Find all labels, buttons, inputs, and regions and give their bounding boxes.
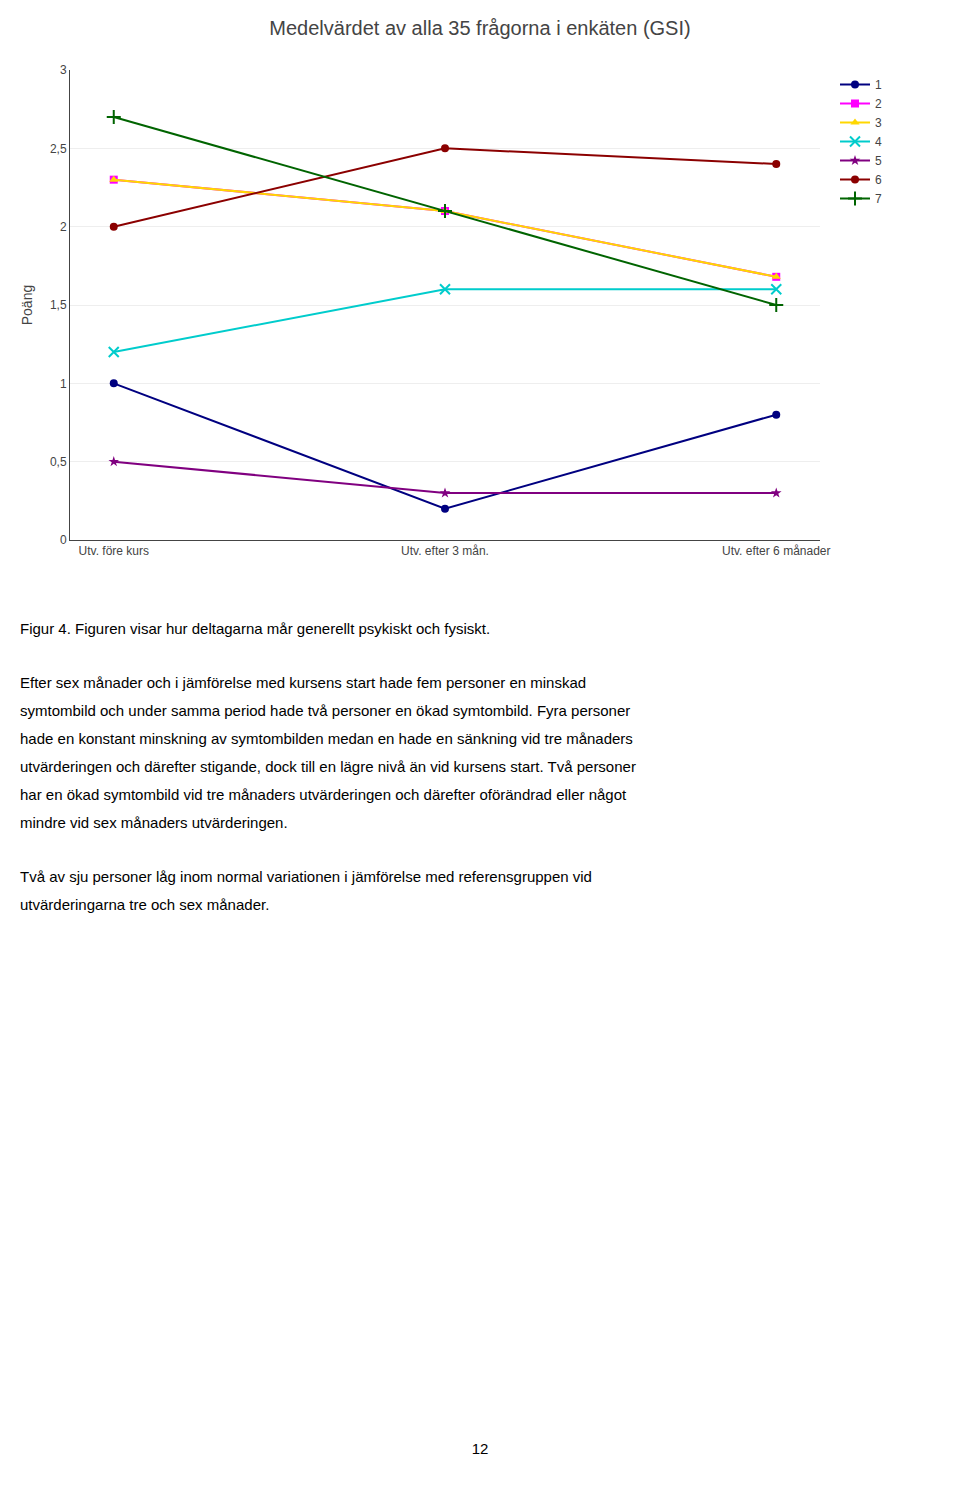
- svg-text:Utv. efter 3 mån.: Utv. efter 3 mån.: [401, 544, 489, 558]
- svg-text:2,5: 2,5: [50, 142, 67, 156]
- svg-text:3: 3: [60, 63, 67, 77]
- html-text:mindre vid sex månaders utvärd: mindre vid sex månaders utvärderingen.: [20, 814, 288, 831]
- html-text:utvärderingarna tre och sex må: utvärderingarna tre och sex månader.: [20, 896, 270, 913]
- html-text:utvärderingen och därefter sti: utvärderingen och därefter stigande, doc…: [20, 758, 636, 775]
- svg-text:0,5: 0,5: [50, 455, 67, 469]
- html-text:Två av sju personer låg inom n: Två av sju personer låg inom normal vari…: [20, 868, 592, 885]
- html-text:Figur 4. Figuren visar hur del: Figur 4. Figuren visar hur deltagarna må…: [20, 620, 491, 637]
- svg-text:6: 6: [875, 173, 882, 187]
- svg-text:1,5: 1,5: [50, 298, 67, 312]
- svg-text:Utv. efter 6 månader: Utv. efter 6 månader: [722, 544, 831, 558]
- html-text:hade en konstant minskning av: hade en konstant minskning av symtombild…: [20, 730, 633, 747]
- html-text:Efter sex månader och i jämför: Efter sex månader och i jämförelse med k…: [20, 674, 587, 691]
- html-text:har en ökad symtombild vid tre: har en ökad symtombild vid tre månaders …: [20, 786, 627, 803]
- svg-text:Poäng: Poäng: [19, 285, 35, 325]
- html-text:12: 12: [471, 1440, 489, 1457]
- svg-text:5: 5: [875, 154, 882, 168]
- svg-text:2: 2: [60, 220, 67, 234]
- svg-text:2: 2: [875, 97, 882, 111]
- svg-text:4: 4: [875, 135, 882, 149]
- html-text:symtombild och under samma per: symtombild och under samma period hade t…: [20, 702, 631, 719]
- svg-text:1: 1: [60, 377, 67, 391]
- svg-text:7: 7: [875, 192, 882, 206]
- svg-text:0: 0: [60, 533, 67, 547]
- svg-text:3: 3: [875, 116, 882, 130]
- svg-text:1: 1: [875, 78, 882, 92]
- svg-text:Medelvärdet av alla 35 frågorn: Medelvärdet av alla 35 frågorna i enkäte…: [269, 17, 690, 39]
- svg-text:Utv. före kurs: Utv. före kurs: [79, 544, 149, 558]
